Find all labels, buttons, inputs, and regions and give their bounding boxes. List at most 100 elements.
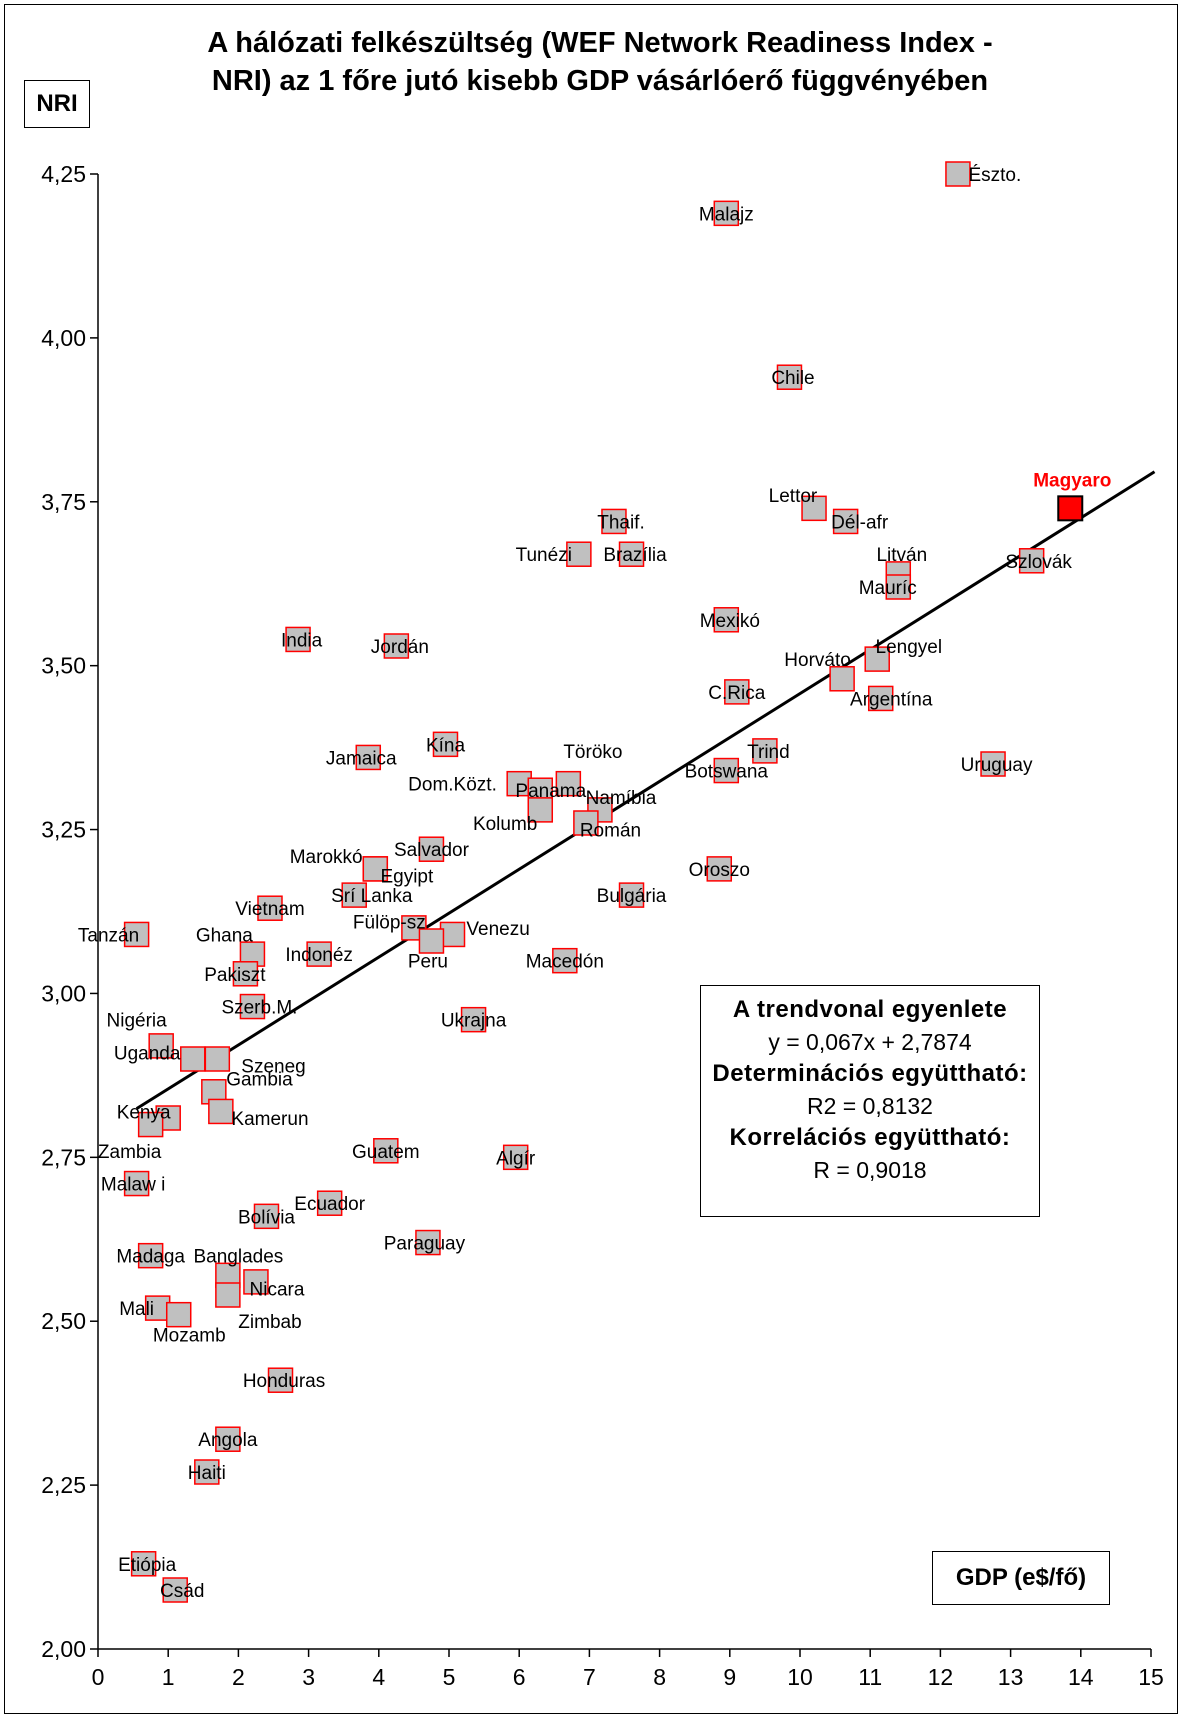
data-point — [373, 1138, 399, 1164]
data-point — [980, 751, 1006, 777]
data-point-label: Angola — [198, 1430, 258, 1451]
data-point — [162, 1577, 188, 1603]
data-point — [239, 993, 266, 1020]
data-point — [864, 646, 890, 672]
data-point-label: Guatem — [352, 1142, 420, 1163]
correlation-value: R = 0,9018 — [813, 1157, 927, 1183]
data-point-label: Oroszo — [689, 860, 750, 881]
data-point-label: India — [281, 630, 323, 651]
data-point — [439, 921, 466, 948]
data-point-label: Macedón — [526, 952, 604, 973]
data-point-label: Marokkó — [290, 847, 363, 868]
data-point-label: Nicara — [250, 1279, 305, 1300]
data-point — [204, 1046, 231, 1072]
data-point-label: Kolumb — [473, 814, 537, 835]
x-tick-label: 9 — [723, 1664, 736, 1690]
data-point — [713, 757, 740, 784]
data-point-label: Román — [580, 821, 641, 842]
data-point — [573, 810, 599, 836]
data-point-label: Malaw i — [101, 1175, 165, 1196]
x-tick-label: 5 — [443, 1664, 456, 1690]
data-point — [418, 836, 445, 862]
data-point-label: Peru — [408, 952, 448, 973]
data-point — [355, 744, 382, 771]
axes: 2,00 2,25 2,50 2,75 3,00 3,25 3,50 3,75 4,00 4,25… — [41, 161, 1164, 1690]
data-point-label: Töröko — [563, 742, 622, 763]
y-tick-label: 4,25 — [41, 161, 86, 187]
data-point — [801, 495, 827, 522]
data-point-label: Paraguay — [384, 1234, 466, 1255]
data-point — [552, 947, 578, 974]
data-point — [257, 895, 283, 921]
data-point-label: Mali — [119, 1299, 154, 1320]
data-point — [885, 574, 912, 600]
data-point — [215, 1426, 241, 1452]
y-tick-label: 3,50 — [41, 653, 86, 679]
data-point-label: Uganda — [114, 1043, 181, 1064]
data-point-label: Gambia — [226, 1070, 293, 1091]
data-point — [527, 797, 554, 823]
y-tick-label: 2,50 — [41, 1308, 86, 1334]
y-tick-label: 2,00 — [41, 1636, 86, 1662]
determination-label: Determinációs együttható: — [712, 1060, 1028, 1087]
data-point-label: Brazília — [603, 545, 667, 566]
data-point-label: Banglades — [194, 1247, 284, 1268]
data-point — [316, 1190, 343, 1216]
data-point — [776, 364, 803, 390]
data-point — [267, 1367, 294, 1393]
data-point-label: Szerb.M. — [221, 998, 297, 1019]
data-point-label: Csád — [160, 1581, 204, 1602]
data-point — [194, 1459, 220, 1485]
data-point-label: Ecuador — [294, 1194, 365, 1215]
data-point — [285, 626, 311, 653]
data-point — [618, 541, 645, 567]
data-point — [306, 941, 332, 967]
data-point — [618, 882, 645, 908]
x-tick-label: 11 — [858, 1664, 882, 1690]
data-point-label: Trind — [747, 742, 790, 763]
x-tick-label: 0 — [92, 1664, 105, 1690]
data-point-label: Nigéria — [107, 1011, 168, 1032]
data-point — [137, 1111, 164, 1138]
y-tick-label: 3,00 — [41, 980, 86, 1006]
data-point-label: Szlovák — [1005, 552, 1072, 573]
chart-title-line-2: NRI) az 1 főre jutó kisebb GDP vásárlóer… — [211, 65, 989, 97]
data-point-label: Honduras — [243, 1371, 325, 1392]
data-point-label: Litván — [876, 545, 927, 566]
data-point-label: Uruguay — [961, 755, 1033, 776]
data-point — [867, 685, 894, 712]
data-point — [137, 1242, 164, 1269]
x-tick-label: 2 — [232, 1664, 245, 1690]
data-point — [832, 508, 859, 535]
data-point-label: Indonéz — [285, 945, 353, 966]
data-point-label: Ukrajna — [441, 1011, 507, 1032]
data-point-label: Bulgária — [597, 886, 667, 907]
data-point-label: Namíbia — [586, 788, 657, 809]
data-points — [123, 161, 1084, 1603]
data-point-label: Jamaica — [326, 748, 397, 769]
data-point — [123, 1170, 150, 1197]
x-tick-label: 10 — [787, 1664, 813, 1690]
highlight-point-label: Magyaro — [1033, 470, 1111, 491]
chart-title-line-1: A hálózati felkészültség (WEF Network Re… — [207, 27, 993, 59]
data-point — [432, 731, 459, 758]
chart-frame — [4, 4, 1178, 1714]
data-point-label: Panama — [515, 781, 586, 802]
x-tick-label: 14 — [1068, 1664, 1094, 1690]
data-point-label: C.Rica — [708, 683, 765, 704]
y-axis-label: NRI — [24, 80, 90, 128]
x-tick-label: 8 — [653, 1664, 666, 1690]
data-point-label: Dom.Közt. — [408, 775, 497, 796]
data-point — [1018, 548, 1045, 574]
data-point — [362, 856, 389, 882]
data-point — [418, 928, 445, 954]
data-point-label: Egyipt — [380, 866, 434, 887]
data-point — [243, 1269, 269, 1295]
data-point — [148, 1033, 174, 1059]
data-point-label: Tanzán — [78, 925, 139, 946]
data-point-label: Jordán — [371, 637, 429, 658]
data-point-label: Fülöp-sz — [353, 912, 426, 933]
data-point-label: Haiti — [188, 1463, 226, 1484]
data-point — [706, 856, 733, 882]
